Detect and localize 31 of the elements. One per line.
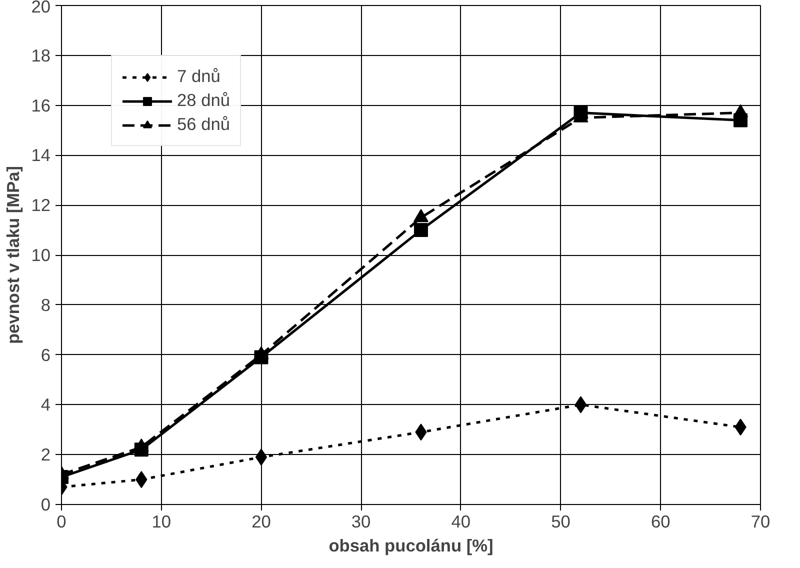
y-tick-label: 10: [31, 245, 51, 265]
y-tick-label: 2: [40, 444, 51, 465]
x-tick-label: 70: [750, 512, 770, 532]
x-tick-label: 10: [152, 512, 171, 532]
y-tick-label: 20: [31, 0, 51, 16]
point: [734, 113, 748, 128]
y-tick-label: 14: [31, 145, 51, 166]
legend-label: 28 dnů: [177, 90, 230, 111]
y-tick-label: 12: [31, 195, 51, 216]
x-tick-label: 50: [551, 512, 570, 532]
x-tick-label: 20: [252, 512, 271, 532]
point: [574, 396, 587, 414]
y-tick-label: 4: [40, 394, 51, 415]
point: [255, 448, 268, 466]
y-tick-label: 8: [40, 294, 51, 315]
point: [574, 106, 588, 120]
point: [134, 442, 148, 457]
y-tick-label: 0: [40, 494, 51, 514]
y-tick-label: 18: [31, 45, 51, 66]
point: [414, 223, 428, 238]
x-axis-title: obsah pucolánu [%]: [328, 536, 494, 556]
legend-label: 56 dnů: [177, 114, 230, 135]
x-tick-label: 60: [651, 512, 670, 532]
y-axis-title: pevnost v tlaku [MPa]: [3, 166, 24, 344]
x-tick-label: 40: [451, 512, 471, 532]
legend-label: 7 dnů: [177, 66, 220, 87]
y-tick-label: 6: [40, 344, 51, 365]
y-tick-label: 16: [31, 95, 51, 116]
x-tick-label: 30: [351, 512, 371, 532]
x-tick-label: 0: [56, 512, 66, 532]
point: [413, 208, 428, 222]
